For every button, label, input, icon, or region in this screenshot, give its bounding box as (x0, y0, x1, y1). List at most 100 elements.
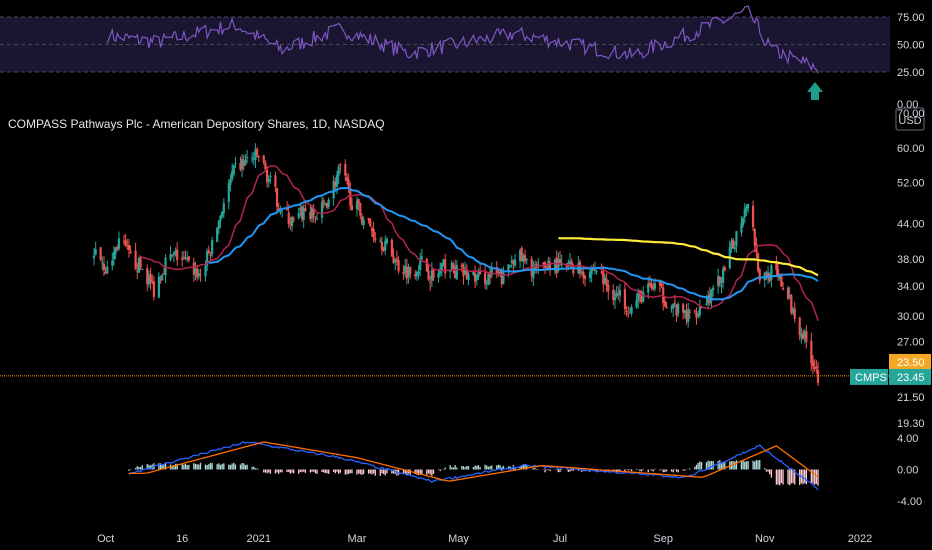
candle-body (146, 268, 149, 285)
candle-body (758, 269, 761, 281)
candle-body (152, 281, 156, 297)
candle-body (367, 218, 370, 220)
candle-body (653, 283, 656, 289)
candle-body (360, 216, 364, 223)
candle-body (129, 251, 132, 253)
candle-body (414, 274, 417, 277)
price-tick-label: 30.00 (897, 311, 925, 323)
candle-body (277, 208, 280, 211)
candle-body (647, 283, 650, 293)
candle-body (770, 265, 773, 280)
candle-body (335, 175, 339, 187)
candle-body (786, 287, 790, 299)
price-tick-label: 19.30 (897, 418, 925, 430)
candle-body (209, 254, 212, 256)
rsi-tick-label: 75.00 (897, 12, 925, 24)
currency-box[interactable] (895, 107, 925, 131)
candle-body (512, 260, 515, 265)
candle-body (532, 269, 535, 279)
candle-body (465, 268, 468, 279)
candle-body (675, 304, 678, 316)
candle-body (337, 167, 340, 176)
candle-body (523, 255, 527, 262)
candle-body (252, 159, 255, 161)
price-tick-label: 27.00 (897, 337, 925, 349)
candle-body (682, 304, 685, 313)
candle-body (297, 212, 300, 219)
candle-body (813, 367, 816, 370)
candle-body (485, 283, 488, 285)
candle-body (262, 155, 265, 163)
candle-body (92, 255, 96, 259)
candle-body (289, 223, 292, 225)
candle-body (310, 206, 314, 219)
candle-body (615, 292, 618, 297)
candle-body (518, 250, 522, 262)
candle-body (652, 286, 655, 290)
candle-body (204, 265, 207, 277)
candle-body (369, 219, 372, 227)
candle-body (159, 278, 162, 281)
ma-fast-series (138, 165, 819, 322)
candle-body (687, 309, 690, 322)
last-price-value: 23.45 (897, 372, 925, 384)
candle-body (425, 258, 428, 272)
candle-body (181, 258, 184, 260)
candle-body (781, 287, 785, 290)
candle-body (467, 273, 470, 281)
candle-body (475, 275, 478, 281)
candle-body (776, 269, 780, 277)
candle-body (134, 250, 137, 270)
candle-body (743, 209, 746, 218)
candle-body (116, 246, 119, 250)
candle-body (612, 289, 615, 300)
candle-body (257, 155, 260, 158)
candle-body (265, 169, 269, 183)
candle-body (207, 250, 210, 254)
candle-body (525, 258, 528, 261)
candle-body (718, 276, 721, 284)
candle-body (565, 264, 568, 268)
candle-body (510, 260, 513, 263)
time-tick-label: 16 (176, 533, 188, 545)
candle-body (605, 279, 608, 287)
candle-body (583, 275, 587, 279)
candle-body (495, 267, 498, 274)
candle-body (285, 209, 289, 211)
candle-body (427, 270, 430, 280)
candle-body (395, 258, 399, 260)
candle-body (623, 289, 627, 310)
candle-body (359, 203, 362, 216)
candle-body (766, 272, 770, 278)
candle-body (187, 256, 190, 261)
candle-body (290, 216, 294, 227)
candle-body (102, 263, 106, 270)
candle-body (127, 244, 131, 250)
candle-body (374, 237, 377, 241)
candle-body (637, 292, 640, 301)
candle-body (683, 310, 686, 314)
candle-body (625, 310, 628, 312)
candle-body (106, 266, 109, 274)
candle-body (735, 231, 738, 247)
candle-body (382, 247, 385, 252)
candle-body (339, 164, 342, 166)
candle-body (454, 267, 457, 279)
candle-body (484, 272, 487, 284)
candle-body (588, 272, 592, 279)
candle-body (570, 261, 573, 267)
candle-body (216, 228, 219, 242)
candle-body (440, 263, 443, 271)
chart-title: COMPASS Pathways Plc - American Deposito… (8, 117, 385, 131)
ticker-label: CMPS (855, 372, 887, 384)
last-price-tag (889, 368, 931, 385)
candle-body (695, 312, 698, 318)
candle-body (419, 258, 422, 270)
ticker-tag (850, 368, 888, 385)
candle-body (790, 295, 793, 313)
candle-body (460, 264, 463, 267)
time-tick-label: Sep (653, 533, 673, 545)
price-tick-label: 38.00 (897, 254, 925, 266)
candle-body (182, 256, 185, 258)
